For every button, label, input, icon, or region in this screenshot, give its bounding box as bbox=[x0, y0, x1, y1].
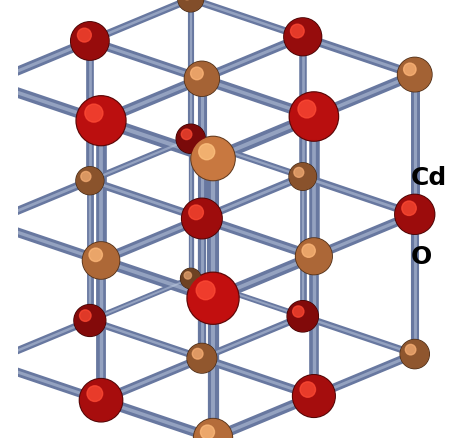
Circle shape bbox=[298, 101, 316, 119]
Circle shape bbox=[398, 58, 432, 92]
Circle shape bbox=[400, 340, 429, 369]
Circle shape bbox=[294, 168, 304, 178]
Circle shape bbox=[296, 238, 332, 275]
Circle shape bbox=[402, 201, 416, 216]
Circle shape bbox=[177, 126, 205, 153]
Circle shape bbox=[81, 172, 91, 182]
Circle shape bbox=[181, 269, 201, 289]
Circle shape bbox=[187, 272, 239, 325]
Circle shape bbox=[74, 305, 106, 337]
Circle shape bbox=[192, 138, 234, 180]
Circle shape bbox=[77, 29, 91, 43]
Circle shape bbox=[77, 168, 103, 194]
Circle shape bbox=[201, 425, 215, 438]
Circle shape bbox=[302, 244, 315, 258]
Circle shape bbox=[188, 344, 216, 372]
Circle shape bbox=[182, 199, 222, 239]
Circle shape bbox=[0, 204, 9, 243]
Circle shape bbox=[196, 281, 215, 300]
Circle shape bbox=[398, 59, 431, 92]
Circle shape bbox=[292, 375, 335, 417]
Circle shape bbox=[291, 94, 337, 141]
Circle shape bbox=[194, 420, 232, 438]
Circle shape bbox=[184, 272, 191, 279]
Circle shape bbox=[396, 196, 434, 234]
Circle shape bbox=[182, 200, 221, 238]
Circle shape bbox=[176, 125, 205, 154]
Circle shape bbox=[187, 344, 217, 373]
Circle shape bbox=[289, 93, 338, 142]
Circle shape bbox=[184, 62, 219, 97]
Circle shape bbox=[191, 68, 203, 81]
Circle shape bbox=[290, 164, 316, 190]
Circle shape bbox=[288, 302, 318, 332]
Circle shape bbox=[179, 0, 203, 12]
Circle shape bbox=[403, 64, 416, 76]
Circle shape bbox=[0, 67, 6, 101]
Circle shape bbox=[285, 20, 321, 56]
Circle shape bbox=[292, 306, 304, 318]
Circle shape bbox=[82, 242, 119, 279]
Circle shape bbox=[189, 205, 203, 220]
Circle shape bbox=[401, 340, 428, 368]
Circle shape bbox=[289, 163, 317, 191]
Circle shape bbox=[76, 167, 104, 195]
Circle shape bbox=[192, 349, 203, 359]
Text: Cd: Cd bbox=[410, 166, 447, 189]
Circle shape bbox=[287, 301, 319, 332]
Circle shape bbox=[89, 248, 102, 262]
Circle shape bbox=[191, 137, 235, 181]
Circle shape bbox=[72, 24, 108, 60]
Circle shape bbox=[85, 105, 103, 123]
Circle shape bbox=[296, 239, 331, 274]
Circle shape bbox=[76, 96, 126, 146]
Circle shape bbox=[79, 379, 123, 422]
Circle shape bbox=[0, 66, 7, 102]
Circle shape bbox=[182, 0, 191, 1]
Circle shape bbox=[0, 348, 3, 377]
Circle shape bbox=[75, 306, 105, 336]
Circle shape bbox=[71, 23, 109, 61]
Text: O: O bbox=[410, 244, 432, 268]
Circle shape bbox=[395, 195, 435, 235]
Circle shape bbox=[193, 419, 232, 438]
Circle shape bbox=[0, 348, 4, 378]
Circle shape bbox=[0, 203, 9, 244]
Circle shape bbox=[80, 310, 91, 321]
Circle shape bbox=[284, 19, 322, 57]
Circle shape bbox=[178, 0, 203, 13]
Circle shape bbox=[87, 386, 103, 402]
Circle shape bbox=[405, 345, 416, 355]
Circle shape bbox=[199, 145, 215, 160]
Circle shape bbox=[185, 63, 219, 96]
Circle shape bbox=[188, 274, 238, 323]
Circle shape bbox=[300, 382, 316, 397]
Circle shape bbox=[77, 98, 125, 145]
Circle shape bbox=[83, 243, 118, 279]
Circle shape bbox=[181, 130, 192, 140]
Circle shape bbox=[81, 380, 122, 421]
Circle shape bbox=[291, 25, 304, 39]
Circle shape bbox=[181, 269, 201, 289]
Circle shape bbox=[293, 376, 334, 417]
